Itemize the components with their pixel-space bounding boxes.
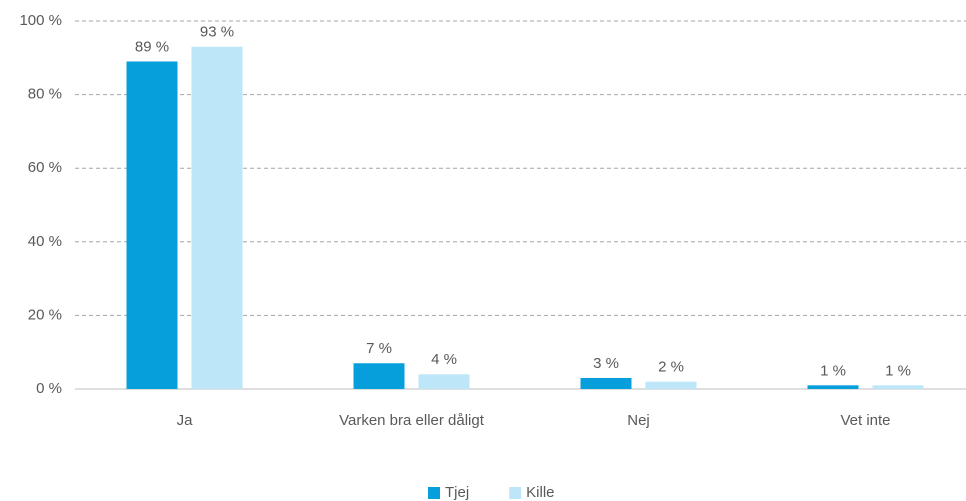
legend-label: Kille <box>526 484 554 501</box>
value-label: 1 % <box>820 362 846 379</box>
bar <box>645 381 697 389</box>
value-label: 4 % <box>431 351 457 368</box>
y-tick-label: 100 % <box>19 12 62 29</box>
y-tick-label: 80 % <box>28 86 62 103</box>
bar <box>580 377 632 389</box>
x-tick-label: Vet inte <box>840 412 890 429</box>
legend-swatch <box>428 487 440 499</box>
value-label: 1 % <box>885 362 911 379</box>
value-label: 89 % <box>135 38 169 55</box>
y-tick-label: 0 % <box>36 380 62 397</box>
bar <box>418 374 470 389</box>
bar <box>807 385 859 389</box>
x-tick-label: Varken bra eller dåligt <box>339 412 485 429</box>
bar <box>872 385 924 389</box>
y-tick-label: 20 % <box>28 306 62 323</box>
bar <box>126 61 178 389</box>
bar <box>353 363 405 389</box>
value-label: 2 % <box>658 359 684 376</box>
value-label: 7 % <box>366 340 392 357</box>
value-label: 3 % <box>593 355 619 372</box>
value-label: 93 % <box>200 24 234 41</box>
legend-swatch <box>509 487 522 499</box>
y-tick-label: 40 % <box>28 233 62 250</box>
bar <box>191 46 243 389</box>
legend-label: Tjej <box>445 484 469 501</box>
y-tick-label: 60 % <box>28 159 62 176</box>
x-tick-label: Nej <box>627 412 650 429</box>
x-tick-label: Ja <box>177 412 194 429</box>
